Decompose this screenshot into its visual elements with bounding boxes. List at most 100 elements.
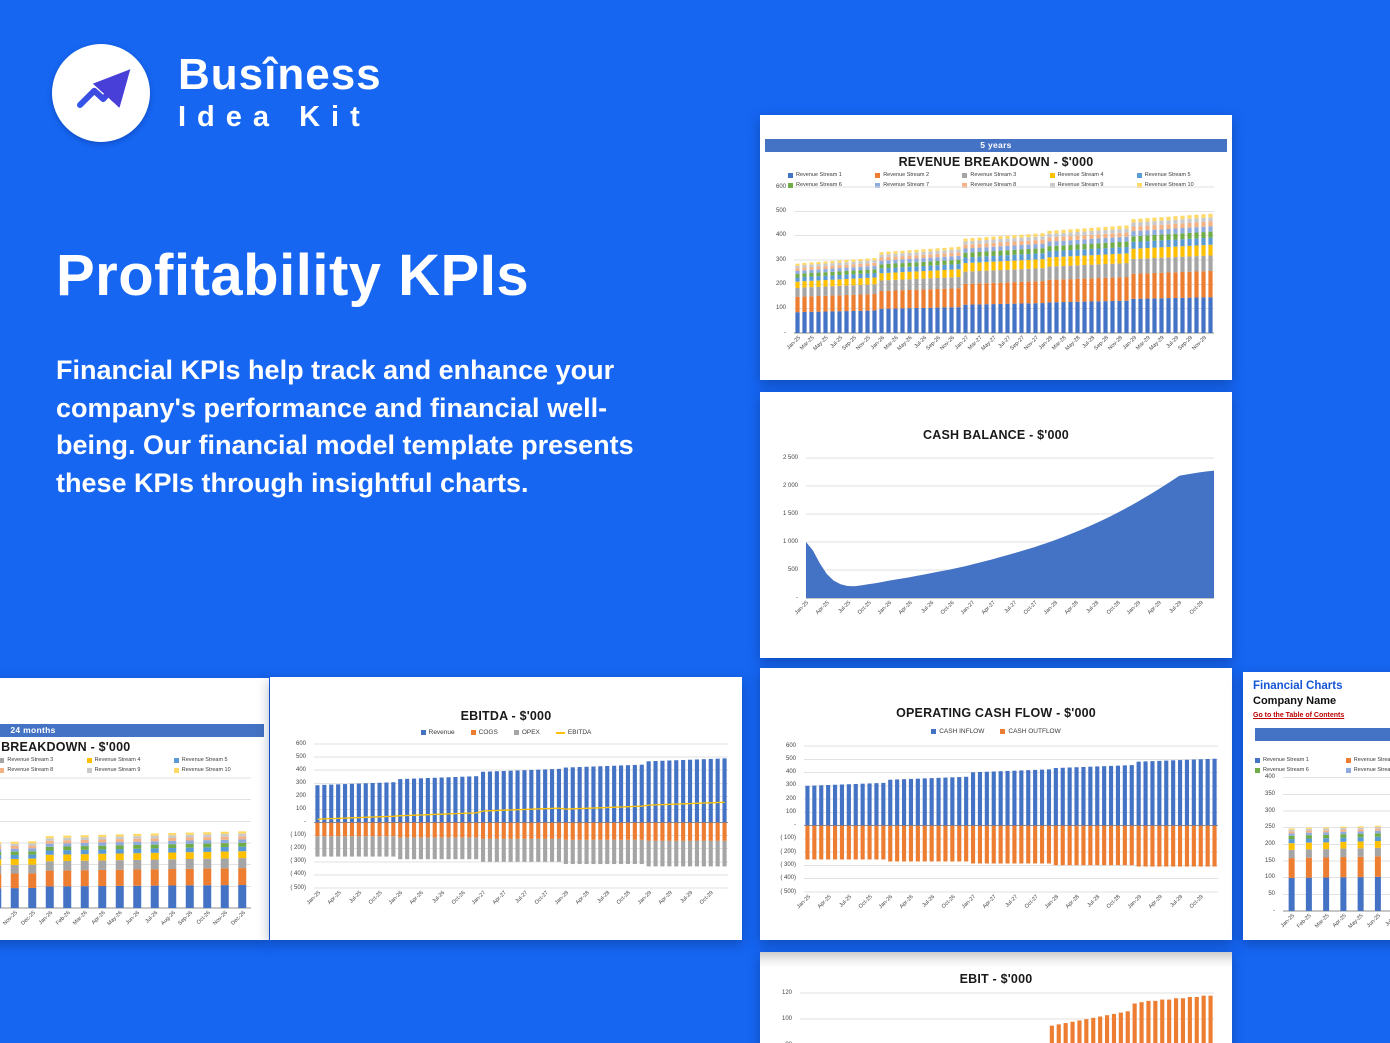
brand-name-line2: Idea Kit <box>178 101 371 134</box>
chart-period-tab: 24 months <box>0 724 264 737</box>
legend-swatch-icon <box>788 172 793 178</box>
y-axis-tick: 200 <box>775 280 786 287</box>
legend-item: Revenue Stream 10 <box>173 766 261 774</box>
legend-swatch-icon <box>875 182 881 188</box>
legend-swatch-icon <box>1136 182 1142 188</box>
chart-title: REVENUE BREAKDOWN - $'000 <box>0 740 131 754</box>
chart-panel-revenue-breakdown-24m: 24 months REVENUE BREAKDOWN - $'000 Reve… <box>0 678 269 940</box>
legend-item: Revenue Stream 8 <box>0 766 87 774</box>
legend-item: Revenue Stream 4 <box>1049 171 1137 179</box>
y-axis-tick: 150 <box>1264 857 1275 864</box>
y-axis-tick: 600 <box>295 740 306 747</box>
legend-item: CASH INFLOW <box>931 728 984 735</box>
toc-link[interactable]: Go to the Table of Contents <box>1253 712 1345 719</box>
legend-item: Revenue Stream 9 <box>1049 181 1137 189</box>
y-axis-tick: 200 <box>1264 840 1275 847</box>
legend-item: Revenue Stream 10 <box>1136 181 1224 189</box>
y-axis-tick: 2 500 <box>782 454 798 461</box>
y-axis-tick: 300 <box>1264 807 1275 814</box>
y-axis-tick: - <box>304 819 306 825</box>
legend-swatch-icon <box>788 182 793 188</box>
y-axis-tick: ( 400) <box>290 871 306 878</box>
y-axis-tick: ( 400) <box>780 875 796 882</box>
legend-item: Revenue <box>420 729 455 736</box>
legend-item: Revenue Stream 5 <box>173 756 261 764</box>
y-axis-tick: 300 <box>295 779 306 786</box>
chart-title: EBITDA - $'000 <box>460 709 552 723</box>
chart-plot-area: 600 500 400 300 200 100 - ( 100) ( 200) ( 300) ( 4… <box>760 668 1232 940</box>
y-axis-tick: ( 300) <box>780 862 796 868</box>
legend-swatch-icon <box>1136 172 1142 178</box>
y-axis-tick: 1 500 <box>782 510 798 517</box>
y-axis-tick: 250 <box>1264 824 1275 831</box>
chart-panel-ebit: EBIT - $'000 12010080604020-( 20)( 40)( … <box>760 952 1232 1043</box>
legend-swatch-icon <box>1345 757 1351 763</box>
y-axis-tick: 120 <box>781 989 792 996</box>
brand-logo: Busîness Idea Kit <box>52 44 382 142</box>
y-axis-tick: 600 <box>785 742 796 749</box>
y-axis-tick: 80 <box>757 1042 792 1043</box>
legend-swatch-icon <box>86 757 92 763</box>
legend-swatch-icon <box>513 730 519 735</box>
legend-swatch-icon <box>173 757 179 763</box>
y-axis-tick: 50 <box>1268 890 1275 897</box>
chart-plot-area: 600 500 400 300 200 100 - Jan-25 Mar-25 May-25 Jul… <box>760 115 1232 380</box>
legend-item: Revenue Stream 1 <box>788 171 875 179</box>
y-axis-tick: 1 000 <box>782 538 798 545</box>
y-axis-tick: 100 <box>781 1015 792 1022</box>
legend-item: Revenue Stream 7 <box>1345 766 1390 774</box>
sheet-title: Financial Charts <box>1253 680 1343 692</box>
chart-panel-operating-cash-flow: OPERATING CASH FLOW - $'000 CASH INFLOW C… <box>760 668 1232 940</box>
chart-plot <box>1283 777 1390 912</box>
y-axis-labels: 600 500 400 300 200 100 - ( 100) ( 200) ( 300) ( 4… <box>270 740 309 891</box>
brand-name-line1: Busîness <box>178 49 382 99</box>
x-axis-labels: Jan-25 Apr-25 Jul-25 Oct-25 Jan-26 Apr-26 Jul-… <box>794 600 1205 617</box>
legend-swatch-icon <box>173 767 179 773</box>
y-axis-labels: 400 350 300 250 200 150 100 50 - <box>1243 761 1278 914</box>
legend-item: Revenue Stream 6 <box>788 181 875 189</box>
trend-up-arrow-icon <box>52 44 150 142</box>
legend-item: Revenue Stream 9 <box>86 766 174 774</box>
chart-plot-area: 600 500 400 300 200 100 - ( 100) ( 200) ( 300) ( 4… <box>270 677 742 940</box>
legend-swatch-icon <box>555 731 565 734</box>
chart-title: OPERATING CASH FLOW - $'000 <box>896 706 1096 720</box>
y-axis-labels: 12010080604020-( 20)( 40)( 60)( 80)( 100… <box>760 980 795 1043</box>
chart-plot <box>794 186 1214 334</box>
legend-swatch-icon <box>1000 729 1006 734</box>
legend-item: Revenue Stream 2 <box>875 171 962 179</box>
y-axis-tick: 500 <box>775 207 786 214</box>
y-axis-tick: ( 100) <box>780 835 796 842</box>
chart-title: REVENUE BREAKDOWN - $'000 <box>898 155 1094 169</box>
y-axis-tick: ( 200) <box>290 845 306 852</box>
legend-swatch-icon <box>0 757 5 763</box>
chart-legend: CASH INFLOW CASH OUTFLOW <box>760 728 1232 735</box>
legend-swatch-icon <box>470 730 476 735</box>
brand-name: Busîness Idea Kit <box>178 49 382 134</box>
chart-plot <box>0 777 251 909</box>
legend-swatch-icon <box>420 730 426 735</box>
y-axis-tick: 400 <box>785 769 796 775</box>
y-axis-tick: 200 <box>295 792 306 799</box>
legend-item: Revenue Stream 2 <box>1345 756 1390 764</box>
y-axis-tick: 100 <box>775 305 786 312</box>
legend-swatch-icon <box>1255 757 1260 763</box>
y-axis-tick: - <box>1273 907 1275 914</box>
chart-panel-revenue-breakdown-5y: 5 years REVENUE BREAKDOWN - $'000 Revenu… <box>760 115 1232 380</box>
y-axis-tick: 300 <box>775 256 786 263</box>
chart-legend: Revenue COGS OPEX EBITDA <box>270 729 742 736</box>
legend-swatch-icon <box>1345 767 1351 773</box>
y-axis-labels: 2 500 2 000 1 500 1 000 500 - <box>760 454 801 601</box>
legend-swatch-icon <box>0 767 5 773</box>
legend-swatch-icon <box>1255 767 1260 773</box>
y-axis-tick: 400 <box>1264 774 1275 781</box>
y-axis-tick: 100 <box>295 806 306 812</box>
chart-plot <box>314 743 728 889</box>
y-axis-tick: - <box>784 329 786 336</box>
y-axis-tick: 600 <box>775 183 786 190</box>
legend-item: Revenue Stream 4 <box>86 756 174 764</box>
x-axis-labels: Jan-25 Apr-25 Jul-25 Oct-25 Jan-26 Apr-26 Jul-… <box>795 894 1206 911</box>
y-axis-tick: 2 000 <box>782 482 798 489</box>
